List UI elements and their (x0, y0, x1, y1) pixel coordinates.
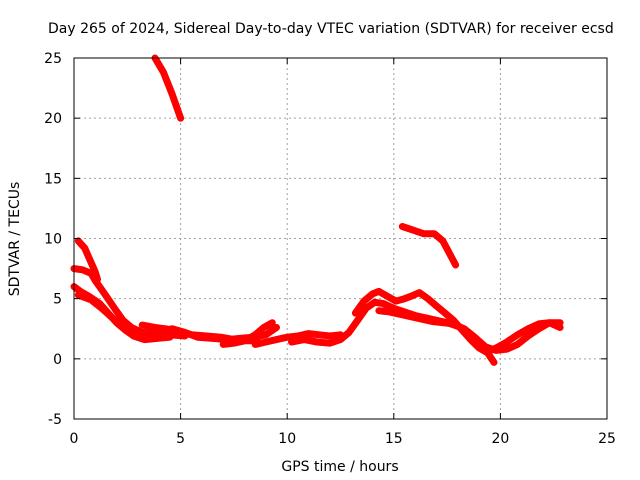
x-tick-label: 25 (598, 431, 616, 447)
series-track-12 (398, 223, 460, 269)
y-tick-label: 20 (44, 111, 62, 127)
y-axis-label: SDTVAR / TECUs (7, 182, 23, 297)
series-track-7 (219, 319, 276, 348)
y-tick-label: 5 (53, 292, 62, 308)
series-track-11 (375, 307, 564, 354)
chart-title: Day 265 of 2024, Sidereal Day-to-day VTE… (48, 21, 614, 37)
x-tick-label: 10 (278, 431, 296, 447)
y-tick-label: 0 (53, 352, 62, 368)
y-tick-label: 15 (44, 171, 62, 187)
data-series (70, 54, 564, 366)
series-track-2 (74, 237, 101, 283)
x-axis-label: GPS time / hours (281, 459, 398, 475)
x-tick-label: 0 (70, 431, 79, 447)
x-tick-label: 15 (385, 431, 403, 447)
x-tick-label: 20 (491, 431, 509, 447)
y-tick-label: 10 (44, 232, 62, 248)
x-tick-label: 5 (176, 431, 185, 447)
x-tick-labels: 0 5 10 15 20 25 (70, 431, 616, 447)
y-tick-label: -5 (48, 412, 62, 428)
series-track-8 (251, 330, 344, 348)
axis-ticks (73, 57, 608, 420)
series-track-1 (151, 54, 185, 122)
y-tick-label: 25 (44, 51, 62, 67)
grid-lines (74, 58, 607, 419)
y-tick-labels: -5 0 5 10 15 20 25 (44, 51, 62, 428)
series-track-10 (351, 287, 498, 366)
